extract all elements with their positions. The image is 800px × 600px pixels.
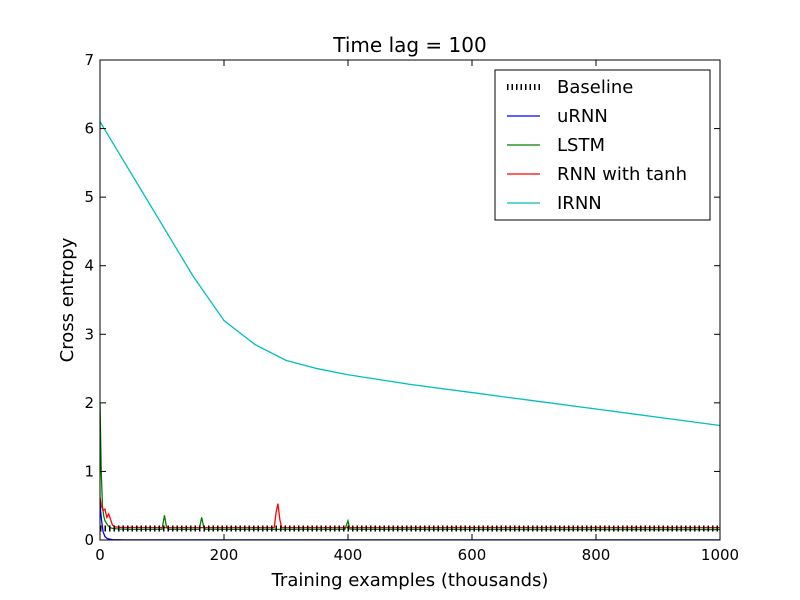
legend-label: IRNN <box>557 193 602 214</box>
x-tick-label: 600 <box>458 546 487 564</box>
x-tick-label: 0 <box>95 546 105 564</box>
series-line-lstm <box>100 402 720 531</box>
x-tick-label: 200 <box>210 546 239 564</box>
y-tick-label: 0 <box>84 531 94 549</box>
legend-label: uRNN <box>557 106 608 127</box>
y-tick-label: 6 <box>84 120 94 138</box>
y-axis-label: Cross entropy <box>57 237 78 362</box>
series-line-urnn <box>100 502 720 540</box>
y-tick-label: 2 <box>84 394 94 412</box>
x-tick-label: 800 <box>582 546 611 564</box>
chart-title: Time lag = 100 <box>332 33 486 57</box>
series-line-irnn <box>100 121 720 427</box>
y-tick-label: 7 <box>84 51 94 69</box>
legend-label: Baseline <box>557 77 633 98</box>
legend: Baseline uRNN LSTM RNN with tanh IRNN <box>494 69 711 221</box>
x-axis-label: Training examples (thousands) <box>271 570 549 591</box>
y-tick-label: 1 <box>84 462 94 480</box>
y-tick-label: 5 <box>84 188 94 206</box>
legend-label: RNN with tanh <box>557 164 687 185</box>
plot-frame <box>99 59 721 541</box>
y-tick-label: 4 <box>84 257 94 275</box>
legend-label: LSTM <box>557 135 605 156</box>
series-line-rnn-with-tanh <box>100 497 720 529</box>
x-tick-label: 1000 <box>701 546 739 564</box>
x-tick-label: 400 <box>334 546 363 564</box>
y-tick-label: 3 <box>84 325 94 343</box>
